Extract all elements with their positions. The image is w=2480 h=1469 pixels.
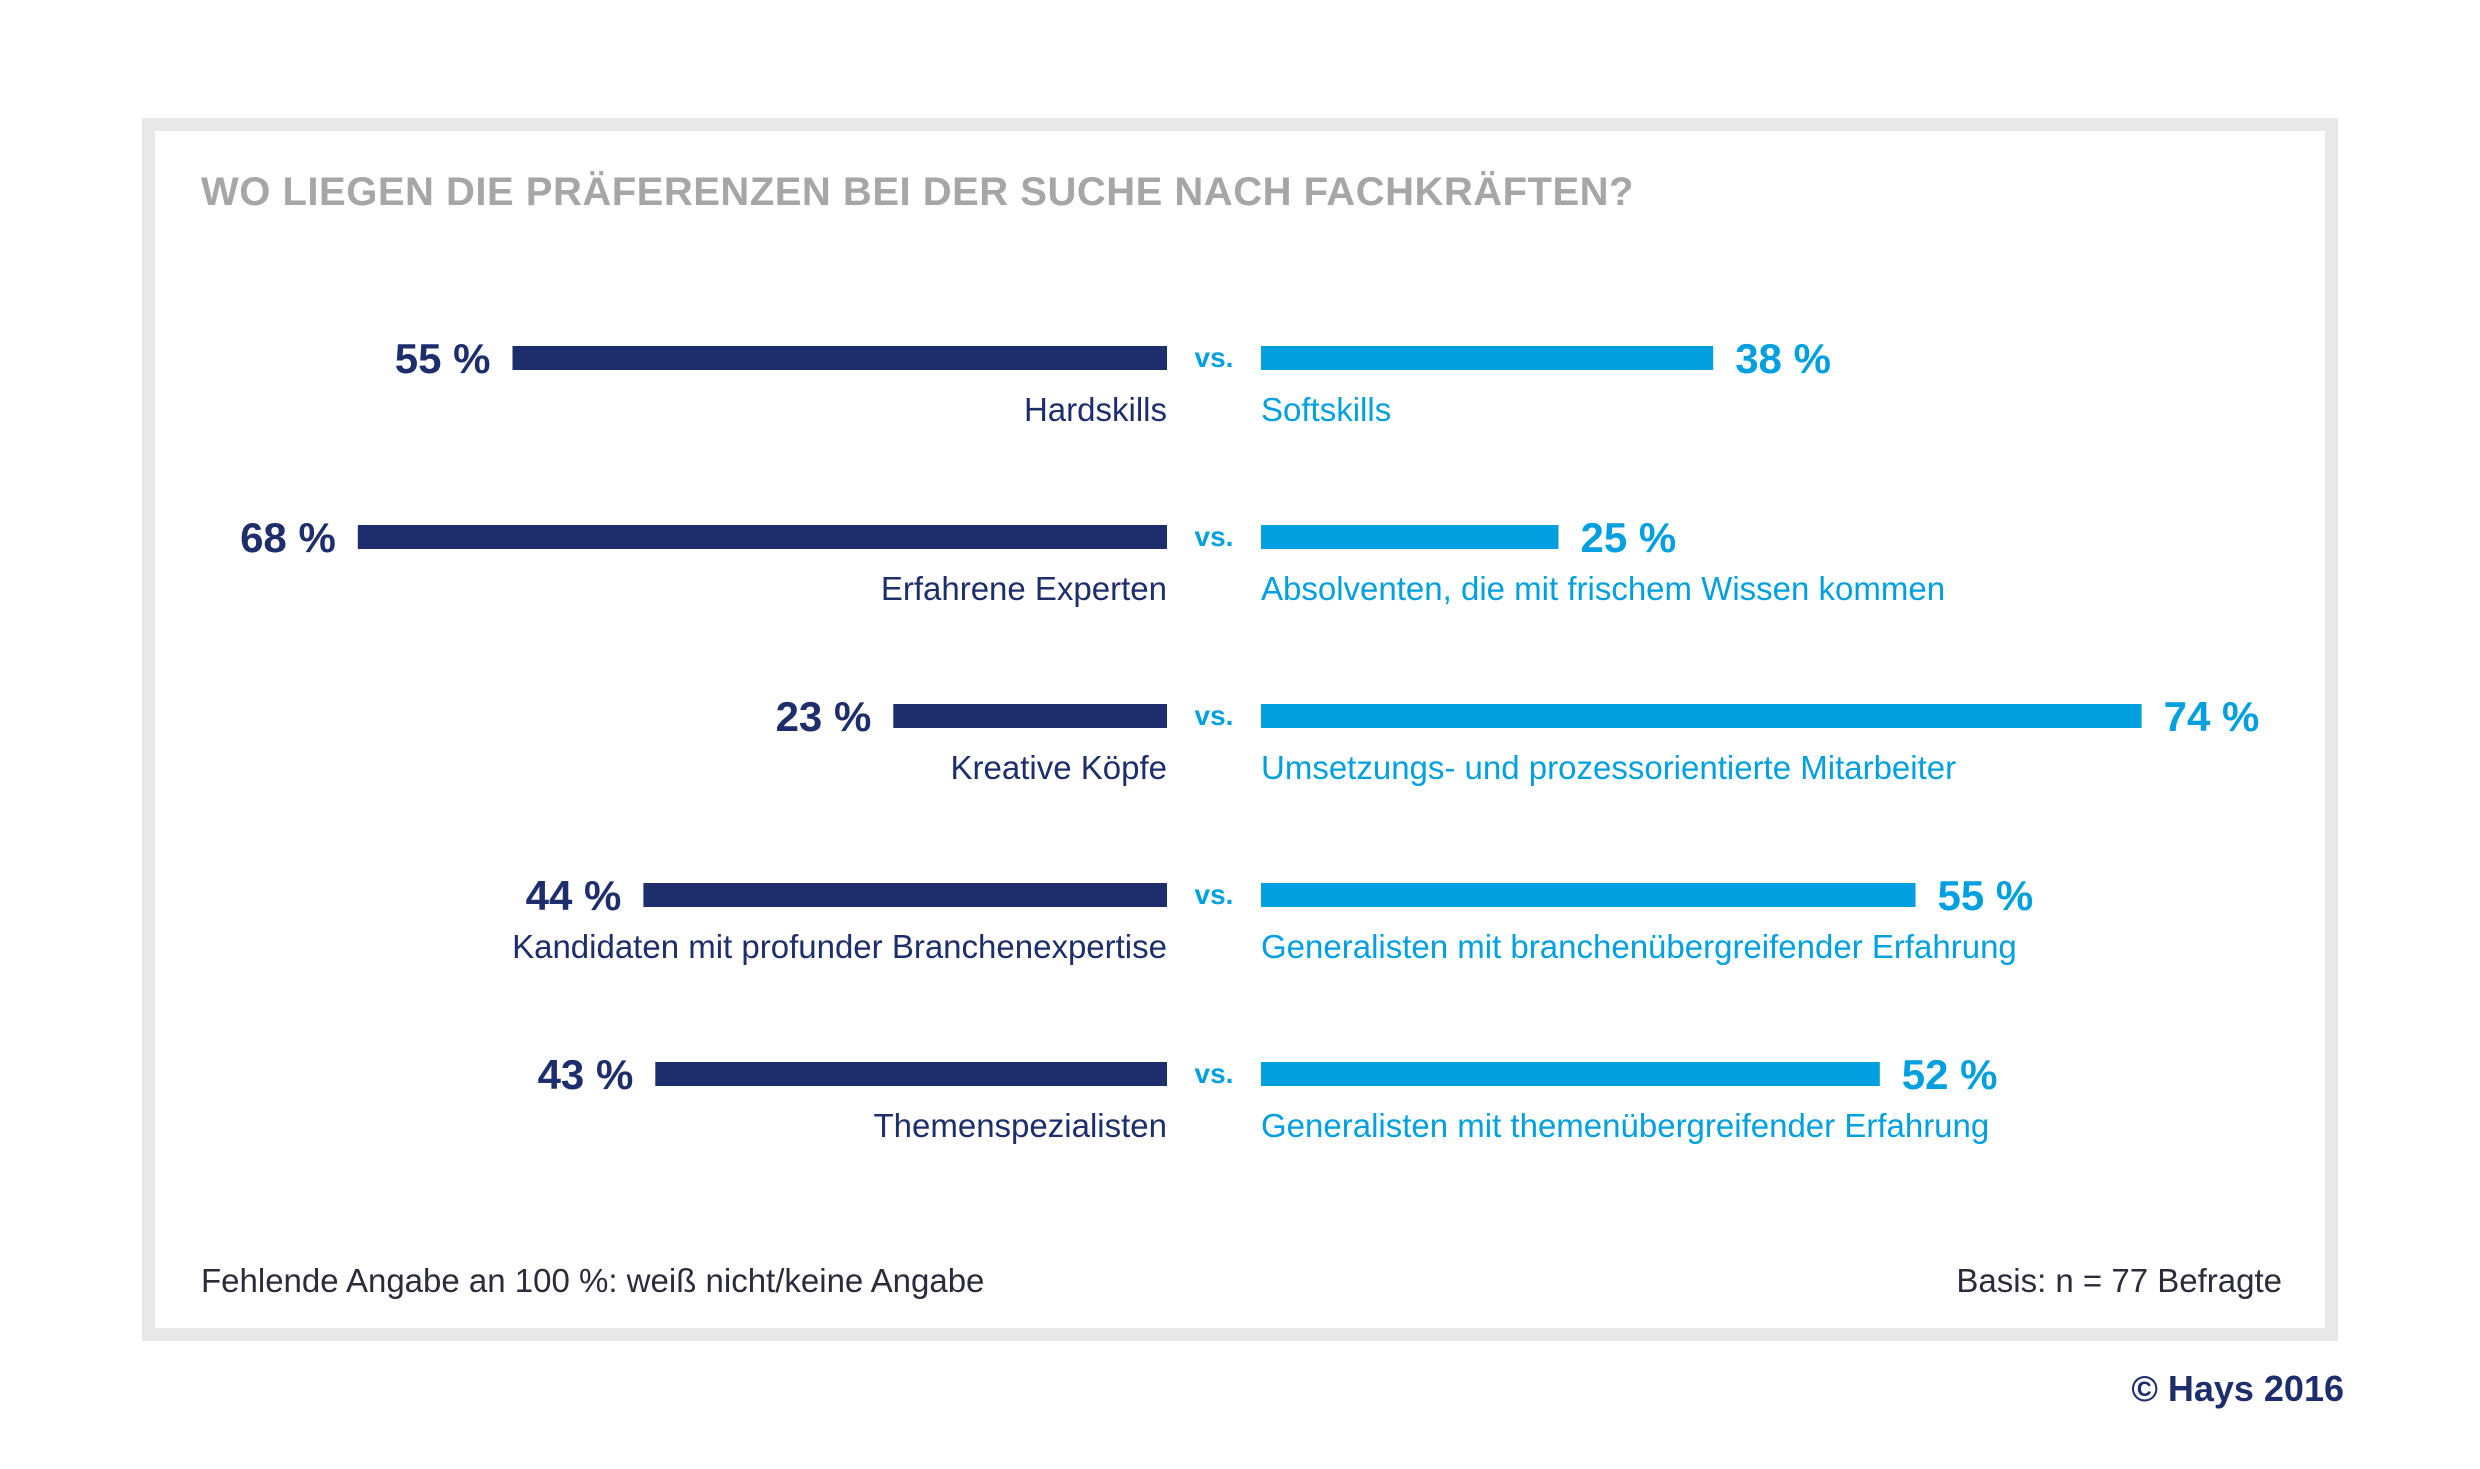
- vs-label: vs.: [1195, 1058, 1234, 1089]
- right-category-label: Softskills: [1261, 391, 1391, 428]
- vs-label: vs.: [1195, 342, 1234, 373]
- left-category-label: Kandidaten mit profunder Branchenexperti…: [512, 928, 1167, 965]
- left-bar: [655, 1062, 1167, 1086]
- left-value-label: 55 %: [395, 335, 491, 382]
- right-category-label: Absolventen, die mit frischem Wissen kom…: [1261, 570, 1945, 607]
- left-bar: [357, 525, 1167, 549]
- left-value-label: 44 %: [526, 872, 622, 919]
- right-bar: [1261, 704, 2142, 728]
- right-value-label: 52 %: [1902, 1051, 1998, 1098]
- right-category-label: Generalisten mit themenübergreifender Er…: [1261, 1107, 1989, 1144]
- left-category-label: Erfahrene Experten: [881, 570, 1167, 607]
- left-bar: [643, 883, 1167, 907]
- footnote: Fehlende Angabe an 100 %: weiß nicht/kei…: [201, 1262, 985, 1299]
- vs-label: vs.: [1195, 879, 1234, 910]
- vs-label: vs.: [1195, 700, 1234, 731]
- left-value-label: 23 %: [776, 693, 872, 740]
- left-value-label: 68 %: [240, 514, 336, 561]
- left-bar: [512, 346, 1167, 370]
- right-bar: [1261, 346, 1714, 370]
- chart-title: WO LIEGEN DIE PRÄFERENZEN BEI DER SUCHE …: [201, 170, 1634, 214]
- right-category-label: Generalisten mit branchenübergreifender …: [1261, 928, 2017, 965]
- right-value-label: 25 %: [1581, 514, 1677, 561]
- vs-label: vs.: [1195, 521, 1234, 552]
- right-bar: [1261, 883, 1916, 907]
- left-bar: [893, 704, 1167, 728]
- left-category-label: Kreative Köpfe: [951, 749, 1167, 786]
- right-bar: [1261, 525, 1559, 549]
- left-category-label: Hardskills: [1024, 391, 1167, 428]
- basis-note: Basis: n = 77 Befragte: [1956, 1262, 2282, 1299]
- right-bar: [1261, 1062, 1880, 1086]
- right-value-label: 38 %: [1735, 335, 1831, 382]
- left-value-label: 43 %: [538, 1051, 634, 1098]
- right-category-label: Umsetzungs- und prozessorientierte Mitar…: [1261, 749, 1956, 786]
- left-category-label: Themenspezialisten: [874, 1107, 1168, 1144]
- right-value-label: 55 %: [1938, 872, 2034, 919]
- copyright: © Hays 2016: [2131, 1368, 2344, 1409]
- chart-frame: [142, 118, 2338, 1341]
- right-value-label: 74 %: [2164, 693, 2260, 740]
